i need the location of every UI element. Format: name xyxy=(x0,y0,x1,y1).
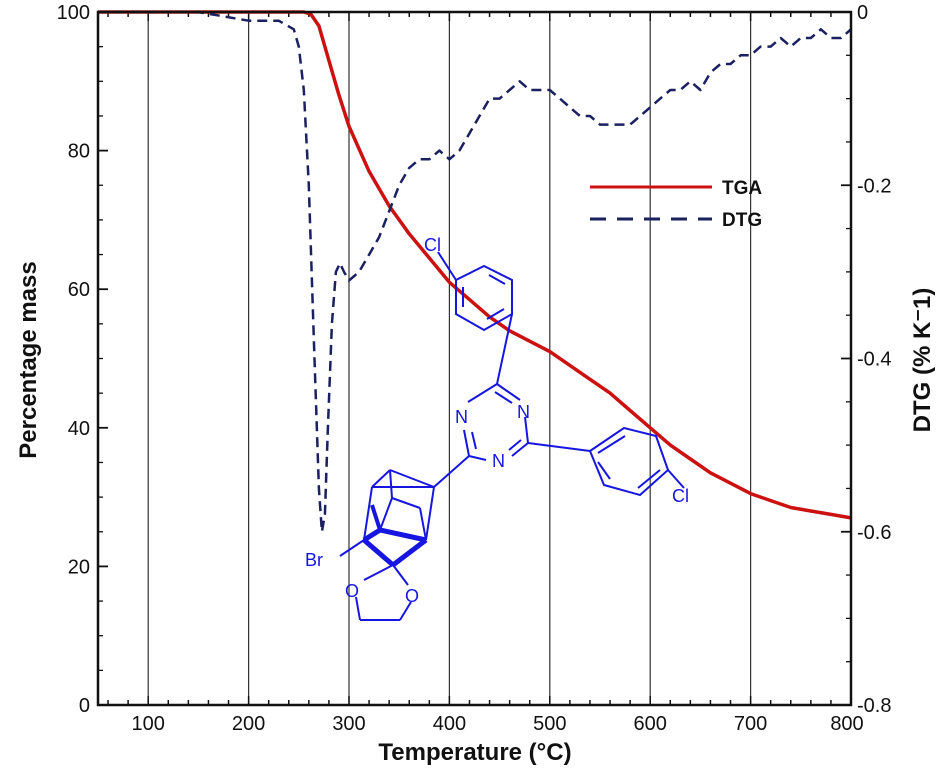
legend-dtg-label: DTG xyxy=(722,210,762,231)
structure-labels: Cl Cl Br N N N O O xyxy=(305,235,689,606)
bromine-label: Br xyxy=(305,550,323,570)
x-tick-label: 700 xyxy=(734,713,767,735)
x-tick-label: 600 xyxy=(634,713,667,735)
triazine-bond xyxy=(511,442,529,457)
y-tick-label: 0 xyxy=(79,695,90,717)
upper-phenyl-ring xyxy=(455,264,513,332)
chemical-structure xyxy=(339,251,685,621)
plot-frame xyxy=(96,10,853,707)
br-bond xyxy=(339,539,365,557)
triazine-bond xyxy=(463,429,470,457)
x-tick-label: 500 xyxy=(533,713,566,735)
y-tick-label: 60 xyxy=(68,279,90,301)
grid-layer xyxy=(147,12,752,705)
cage-bond xyxy=(389,469,393,499)
chlorine-label-right: Cl xyxy=(672,486,689,506)
dioxolane-bond xyxy=(399,601,412,621)
oxygen-label-2: O xyxy=(405,586,419,606)
legend-tga-label: TGA xyxy=(722,178,762,199)
cage-bond-bold xyxy=(362,538,395,567)
cage-bond xyxy=(363,486,373,541)
tick-label-layer: 100 200 300 400 500 600 700 800 0 20 40 60 80 100 0 -0.… xyxy=(57,2,892,735)
triazine-bond xyxy=(467,383,498,403)
cage-bond-bold xyxy=(391,538,428,567)
cage-bond-bold xyxy=(370,504,382,531)
right-phenyl-double-bond xyxy=(637,469,661,489)
triazine-double-bond xyxy=(471,431,477,450)
y-tick-label: 80 xyxy=(68,141,90,163)
cage-bond xyxy=(391,497,421,509)
upper-phenyl-to-triazine-bond xyxy=(496,313,513,385)
y2-tick-label: -0.2 xyxy=(857,175,891,197)
cage-bond xyxy=(419,507,427,541)
nitrogen-label-3: N xyxy=(492,451,505,471)
y2-tick-label: -0.8 xyxy=(857,695,891,717)
triazine-double-bond xyxy=(494,391,513,404)
y2-tick-label: -0.4 xyxy=(857,349,891,371)
x-tick-label: 300 xyxy=(332,713,365,735)
nitrogen-label-2: N xyxy=(455,407,468,427)
minor-tick-layer xyxy=(98,11,851,706)
right-phenyl-ring xyxy=(588,426,670,497)
x-tick-label: 100 xyxy=(132,713,165,735)
cage-bond xyxy=(371,469,391,488)
right-phenyl-double-bond xyxy=(597,435,626,454)
cage-bond xyxy=(389,469,435,488)
dioxolane-bond xyxy=(355,596,361,621)
y-axis-title: Percentage mass xyxy=(15,261,42,458)
dioxolane-bond xyxy=(392,564,409,586)
x-tick-label: 200 xyxy=(232,713,265,735)
triazine-to-cage-bond xyxy=(433,455,470,488)
series-layer xyxy=(98,10,852,534)
cage-bond xyxy=(379,497,393,531)
series-line-tga xyxy=(98,10,852,520)
triazine-to-right-phenyl-bond xyxy=(527,442,591,452)
dioxolane-bond xyxy=(363,564,394,581)
triazine-bond xyxy=(524,416,529,444)
x-tick-label: 800 xyxy=(830,713,863,735)
y-tick-label: 100 xyxy=(57,2,90,24)
chlorine-label-top: Cl xyxy=(424,235,441,255)
y2-tick-label: 0 xyxy=(857,2,868,24)
upper-phenyl-double-bond xyxy=(486,308,505,320)
right-phenyl-double-bond xyxy=(597,461,611,480)
triazine-double-bond xyxy=(508,439,522,451)
y-tick-label: 40 xyxy=(68,418,90,440)
oxygen-label-1: O xyxy=(345,581,359,601)
cage-bond xyxy=(425,486,435,541)
y-tick-label: 20 xyxy=(68,556,90,578)
x-tick-label: 400 xyxy=(433,713,466,735)
triazine-bond xyxy=(468,455,487,461)
x-axis-title: Temperature (°C) xyxy=(378,739,571,766)
series-line-dtg xyxy=(98,10,852,534)
right-cl-bond xyxy=(667,469,685,489)
legend: TGA DTG xyxy=(590,178,762,231)
y2-axis-title: DTG (% K⁻1) xyxy=(909,288,936,433)
upper-phenyl-double-bond xyxy=(488,274,506,285)
y2-tick-label: -0.6 xyxy=(857,522,891,544)
nitrogen-label-1: N xyxy=(517,402,530,422)
triazine-bond xyxy=(496,383,521,401)
cage-bond-bold xyxy=(362,527,382,543)
upper-cl-bond xyxy=(437,251,457,281)
cage-bond-bold xyxy=(379,527,427,543)
